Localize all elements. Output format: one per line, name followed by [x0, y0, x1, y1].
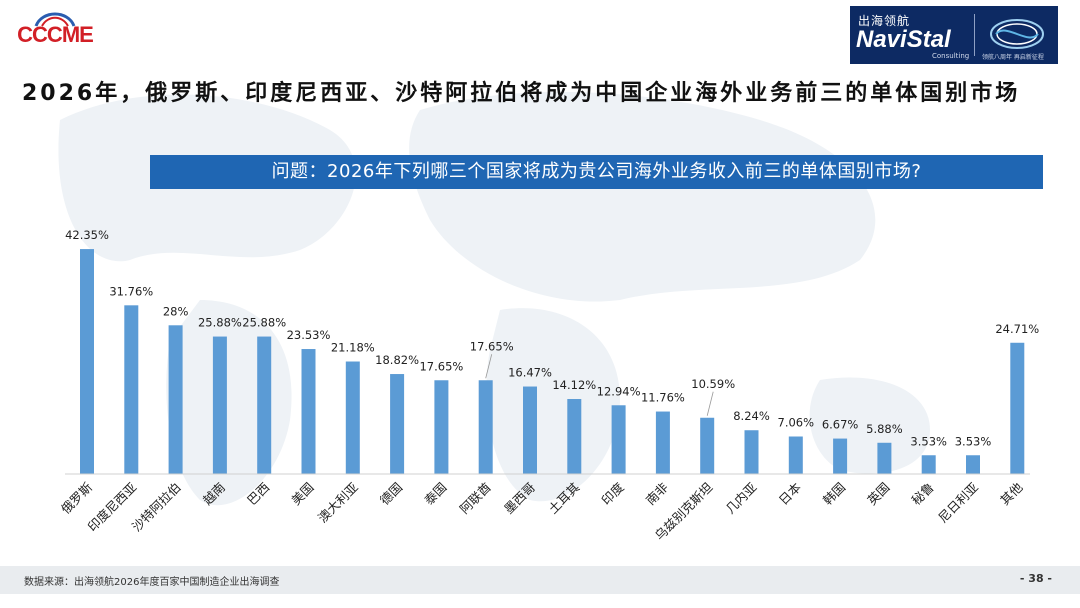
bar-9 [434, 380, 449, 474]
navistal-logo: 出海领航 NaviStal Consulting 领航八周年 再启新征程 [850, 6, 1058, 64]
category-tick-5: 巴西 [244, 480, 272, 508]
bar-21 [966, 455, 980, 474]
survey-question-banner: 问题：2026年下列哪三个国家将成为贵公司海外业务收入前三的单体国别市场? [150, 155, 1043, 189]
bar-19 [877, 442, 892, 474]
page-title: 2026年，俄罗斯、印度尼西亚、沙特阿拉伯将成为中国企业海外业务前三的单体国别市… [22, 81, 1021, 106]
cccme-logo: CCCME [10, 6, 100, 48]
bar-16 [744, 430, 759, 474]
data-label-12: 14.12% [552, 378, 596, 392]
data-label-8: 18.82% [375, 353, 419, 367]
bar-14 [655, 411, 670, 474]
bar-2 [124, 305, 139, 474]
data-source-note: 数据来源：出海领航2026年度百家中国制造企业出海调查 [24, 577, 280, 588]
data-label-3: 28% [163, 304, 189, 318]
bar-15 [700, 417, 715, 474]
category-tick-4: 越南 [200, 480, 228, 508]
bar-10 [478, 380, 493, 474]
data-label-17: 7.06% [778, 416, 815, 430]
data-label-9: 17.65% [419, 359, 463, 373]
category-tick-17: 日本 [776, 479, 805, 508]
logo-arc-icon [34, 12, 76, 27]
category-tick-18: 韩国 [820, 480, 848, 508]
category-tick-6: 美国 [288, 480, 316, 508]
data-label-7: 21.18% [331, 341, 375, 355]
category-tick-11: 墨西哥 [501, 480, 538, 517]
category-tick-8: 德国 [377, 480, 405, 508]
data-label-18: 6.67% [822, 418, 859, 432]
data-label-19: 5.88% [866, 422, 903, 436]
category-tick-21: 尼日利亚 [935, 480, 981, 526]
category-tick-3: 沙特阿拉伯 [129, 480, 184, 535]
category-tick-16: 几内亚 [722, 480, 759, 517]
bar-3 [168, 325, 183, 474]
bar-13 [611, 405, 626, 474]
footer-bar: 数据来源：出海领航2026年度百家中国制造企业出海调查 - 38 - [0, 566, 1080, 594]
category-tick-7: 澳大利亚 [315, 480, 361, 526]
data-label-4: 25.88% [198, 316, 242, 330]
anniversary-ring-icon [990, 19, 1044, 49]
category-tick-13: 印度 [598, 479, 627, 508]
bar-22 [1010, 342, 1025, 474]
navistal-en-name: NaviStal [856, 26, 951, 53]
data-label-20: 3.53% [910, 434, 947, 448]
data-label-1: 42.35% [65, 228, 109, 242]
bar-17 [788, 436, 803, 474]
bar-12 [567, 399, 582, 474]
data-label-6: 23.53% [287, 328, 331, 342]
bar-7 [345, 361, 360, 474]
anniversary-tagline: 领航八周年 再启新征程 [982, 54, 1044, 61]
bar-chart: 42.35%31.76%28%25.88% 25.88%23.53%21.18%1… [58, 228, 1039, 543]
logo-divider [974, 14, 975, 56]
data-label-15: 10.59% [691, 377, 735, 391]
bar-5 [257, 336, 272, 474]
bar-18 [833, 438, 848, 474]
data-label-11: 16.47% [508, 366, 552, 380]
category-tick-14: 南非 [643, 480, 671, 508]
label-leader-15 [706, 391, 714, 416]
bar-4 [212, 336, 227, 474]
data-label-10: 17.65% [470, 339, 514, 353]
page-number: - 38 - [1019, 572, 1052, 585]
navistal-consulting: Consulting [932, 52, 970, 60]
bar-8 [390, 374, 405, 474]
navistal-cn-name: 出海领航 [858, 14, 911, 28]
label-leader-10 [485, 354, 493, 379]
category-tick-12: 土耳其 [545, 480, 582, 517]
data-label-2: 31.76% [109, 284, 153, 298]
data-label-5: 25.88% [242, 316, 286, 330]
category-tick-10: 阿联酋 [457, 480, 494, 517]
category-tick-9: 泰国 [421, 480, 449, 508]
bar-6 [301, 349, 316, 474]
category-tick-22: 其他 [997, 479, 1026, 508]
bar-11 [523, 386, 537, 474]
cccme-wordmark: CCCME [17, 22, 94, 47]
data-label-13: 12.94% [597, 384, 641, 398]
category-tick-1: 俄罗斯 [58, 480, 95, 517]
category-tick-20: 秘鲁 [909, 480, 937, 508]
bar-20 [921, 455, 936, 474]
bar-1 [80, 249, 94, 474]
data-label-14: 11.76% [641, 391, 685, 405]
data-label-21: 3.53% [955, 434, 992, 448]
data-label-22: 24.71% [995, 322, 1039, 336]
data-label-16: 8.24% [733, 409, 770, 423]
category-tick-19: 英国 [864, 480, 892, 508]
